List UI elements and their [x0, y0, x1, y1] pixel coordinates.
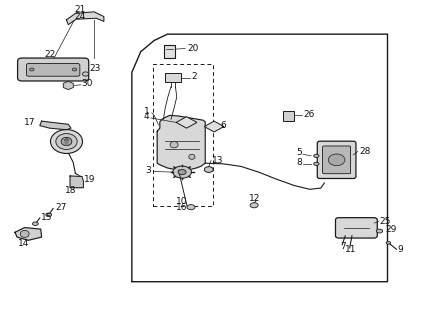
Ellipse shape	[33, 222, 38, 226]
Text: 17: 17	[24, 118, 35, 127]
Text: 14: 14	[18, 239, 29, 248]
Polygon shape	[66, 12, 104, 25]
Text: 13: 13	[212, 156, 223, 165]
Text: 2: 2	[191, 72, 197, 81]
Ellipse shape	[314, 162, 319, 165]
FancyBboxPatch shape	[283, 111, 294, 121]
FancyBboxPatch shape	[165, 73, 181, 82]
Text: 26: 26	[303, 110, 314, 119]
Text: 21: 21	[74, 5, 86, 14]
Ellipse shape	[72, 68, 77, 71]
Text: 22: 22	[45, 50, 56, 59]
Ellipse shape	[250, 203, 258, 208]
Text: 23: 23	[90, 64, 101, 73]
Ellipse shape	[56, 133, 77, 149]
Polygon shape	[157, 116, 205, 170]
Text: 16: 16	[176, 203, 188, 212]
Text: 29: 29	[386, 225, 397, 234]
Ellipse shape	[386, 242, 391, 244]
Text: 19: 19	[84, 175, 96, 184]
Text: 6: 6	[221, 121, 227, 130]
Ellipse shape	[29, 68, 34, 71]
Text: 11: 11	[345, 245, 356, 254]
Text: 10: 10	[176, 197, 188, 206]
Polygon shape	[70, 176, 83, 188]
Text: 8: 8	[297, 158, 302, 167]
Text: 27: 27	[55, 203, 66, 212]
FancyBboxPatch shape	[335, 218, 377, 238]
Text: 3: 3	[146, 166, 152, 175]
Text: 30: 30	[82, 79, 93, 88]
FancyBboxPatch shape	[322, 146, 351, 174]
Ellipse shape	[328, 154, 345, 166]
Ellipse shape	[50, 130, 83, 154]
Polygon shape	[204, 121, 224, 132]
FancyBboxPatch shape	[26, 63, 80, 76]
Ellipse shape	[61, 137, 72, 146]
Text: 1: 1	[144, 107, 150, 116]
Ellipse shape	[65, 139, 68, 142]
Ellipse shape	[83, 72, 89, 76]
Text: 5: 5	[297, 148, 302, 157]
FancyBboxPatch shape	[317, 141, 356, 179]
Text: 7: 7	[340, 242, 346, 251]
Polygon shape	[40, 121, 71, 130]
Ellipse shape	[173, 166, 191, 178]
Ellipse shape	[187, 204, 195, 210]
Text: 12: 12	[249, 194, 261, 204]
Ellipse shape	[178, 170, 186, 175]
Text: 25: 25	[380, 217, 391, 226]
Ellipse shape	[204, 167, 213, 172]
Ellipse shape	[376, 229, 383, 233]
Ellipse shape	[46, 213, 52, 217]
Polygon shape	[65, 141, 68, 145]
Polygon shape	[176, 117, 197, 128]
Ellipse shape	[170, 141, 178, 148]
Text: 20: 20	[187, 44, 199, 53]
Text: 15: 15	[41, 213, 52, 222]
FancyBboxPatch shape	[17, 58, 89, 81]
Ellipse shape	[189, 154, 195, 159]
Text: 9: 9	[397, 245, 403, 254]
Text: 28: 28	[359, 147, 371, 156]
Text: 4: 4	[143, 113, 149, 122]
Ellipse shape	[20, 230, 29, 237]
Polygon shape	[15, 228, 41, 240]
Text: 24: 24	[74, 12, 86, 21]
Ellipse shape	[314, 154, 319, 157]
FancyBboxPatch shape	[164, 45, 175, 58]
Text: 18: 18	[65, 187, 77, 196]
